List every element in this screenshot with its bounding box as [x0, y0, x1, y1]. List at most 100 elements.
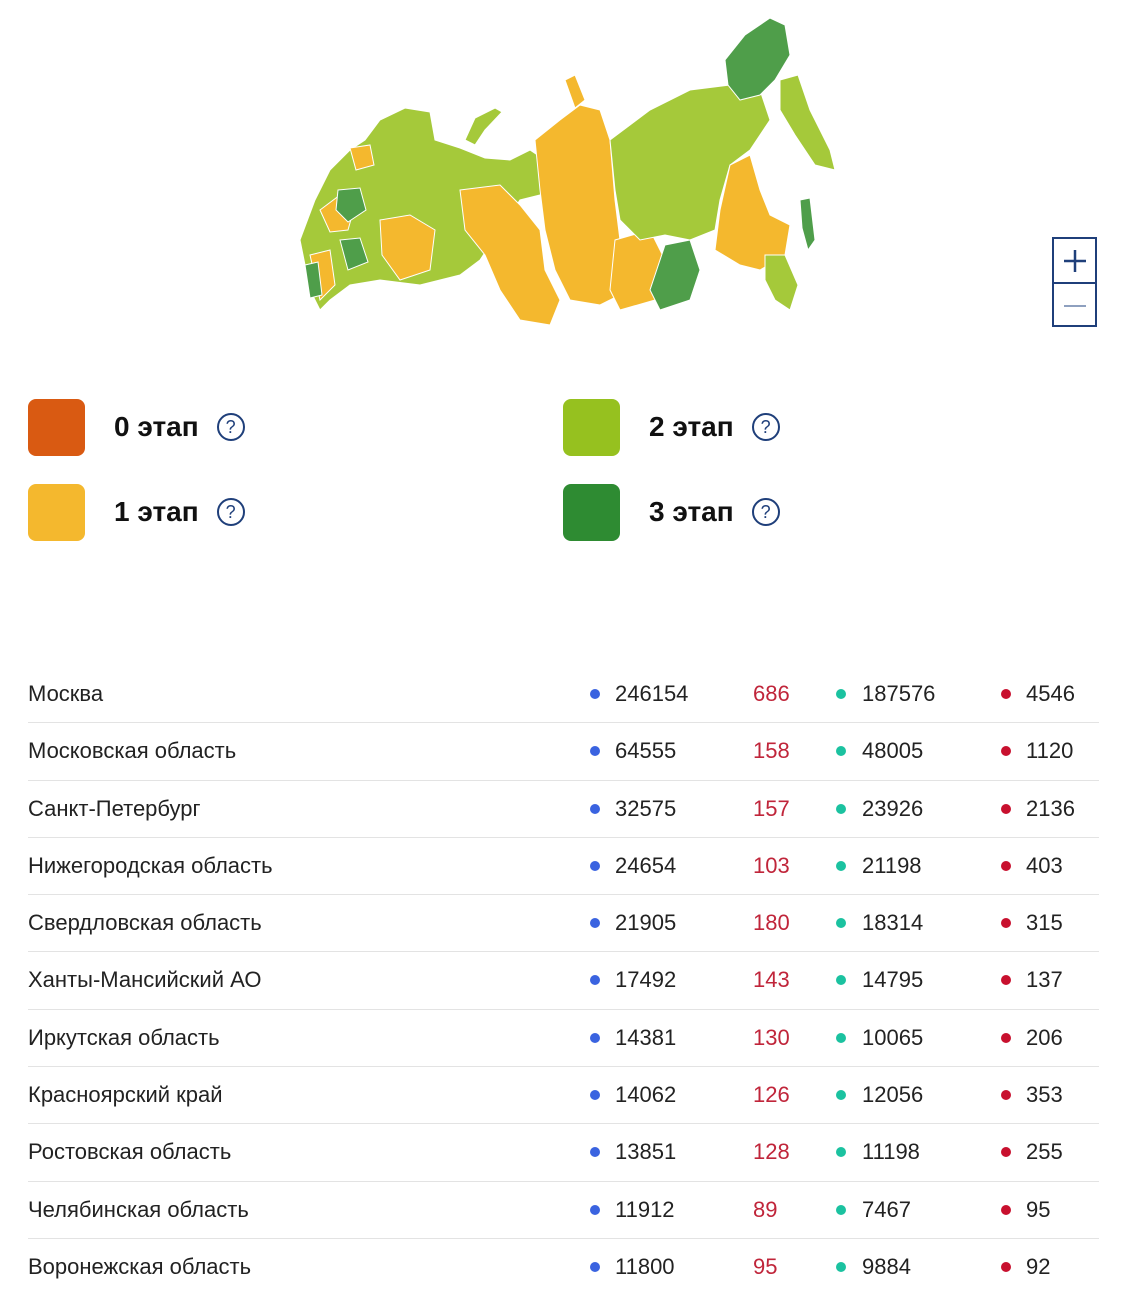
table-row[interactable]: Челябинская область 11912 89 7467 95: [28, 1182, 1099, 1239]
deaths-count: 4546: [1026, 681, 1075, 706]
legend-label: 2 этап: [649, 411, 734, 442]
table-row[interactable]: Свердловская область 21905 180 18314 315: [28, 895, 1099, 953]
region-name: Нижегородская область: [28, 852, 273, 878]
total-cases: 11800: [615, 1253, 675, 1279]
deaths-count: 403: [1026, 852, 1063, 878]
table-row[interactable]: Иркутская область 14381 130 10065 206: [28, 1010, 1099, 1068]
cases-dot-icon: [590, 1204, 600, 1215]
legend-label: 1 этап: [114, 496, 199, 527]
region-central-green[interactable]: [339, 237, 369, 271]
recovered-dot-icon: [836, 1204, 846, 1215]
legend-label: 3 этап: [649, 496, 734, 527]
total-cases: 14062: [615, 1082, 677, 1108]
deaths-dot-icon: [1001, 1032, 1011, 1043]
recovered-count: 23926: [862, 795, 924, 821]
recovered-dot-icon: [836, 1090, 846, 1101]
region-west-yellow-2[interactable]: [349, 144, 375, 171]
region-taimyr-tip[interactable]: [564, 74, 586, 109]
deaths-count: 206: [1026, 1024, 1063, 1050]
region-primorye[interactable]: [764, 254, 799, 311]
deaths-count: 95: [1026, 1196, 1051, 1222]
deaths-count: 137: [1026, 967, 1063, 993]
cases-dot-icon: [590, 1090, 600, 1101]
deaths-count: 2136: [1026, 795, 1075, 821]
new-cases: 180: [753, 910, 790, 936]
stage-legend: 0 этап ? 1 этап ? 2 этап ? 3 этап ?: [28, 398, 1100, 543]
deaths-dot-icon: [1001, 689, 1011, 699]
legend-item-stage-3: 3 этап ?: [563, 483, 780, 541]
region-novaya-zemlya[interactable]: [464, 107, 503, 146]
total-cases: 21905: [615, 910, 677, 936]
recovered-dot-icon: [836, 803, 846, 814]
cases-dot-icon: [590, 689, 600, 699]
table-row[interactable]: Ханты-Мансийский АО 17492 143 14795 137: [28, 952, 1099, 1010]
help-icon[interactable]: ?: [751, 498, 780, 526]
region-chukotka[interactable]: [724, 17, 791, 101]
new-cases: 686: [753, 681, 790, 706]
help-icon[interactable]: ?: [216, 498, 245, 526]
deaths-dot-icon: [1001, 1261, 1011, 1272]
region-volga-yellow[interactable]: [379, 214, 436, 281]
cases-dot-icon: [590, 860, 600, 871]
new-cases: 126: [753, 1082, 790, 1108]
table-row[interactable]: Московская область 64555 158 48005 1120: [28, 723, 1099, 781]
deaths-count: 315: [1026, 910, 1063, 936]
table-row[interactable]: Красноярский край 14062 126 12056 353: [28, 1067, 1099, 1125]
recovered-count: 48005: [862, 738, 924, 764]
zoom-out-button[interactable]: [1054, 284, 1095, 327]
region-north-caucasus[interactable]: [304, 261, 323, 299]
recovered-count: 187576: [862, 681, 936, 706]
region-yakutia[interactable]: [609, 84, 771, 241]
region-name: Красноярский край: [28, 1082, 223, 1108]
recovered-dot-icon: [836, 689, 846, 699]
table-row[interactable]: Москва 246154 686 187576 4546: [28, 666, 1099, 724]
cases-dot-icon: [590, 918, 600, 929]
map-canvas[interactable]: [270, 0, 860, 340]
recovered-count: 7467: [862, 1196, 911, 1222]
region-moscow-green[interactable]: [335, 187, 367, 223]
cases-dot-icon: [590, 803, 600, 814]
region-name: Московская область: [28, 738, 237, 764]
recovered-dot-icon: [836, 746, 846, 757]
region-name: Ростовская область: [28, 1139, 232, 1165]
table-row[interactable]: Воронежская область 11800 95 9884 92: [28, 1239, 1099, 1295]
region-name: Москва: [28, 681, 104, 706]
total-cases: 13851: [615, 1139, 677, 1165]
total-cases: 17492: [615, 967, 677, 993]
zoom-in-button[interactable]: [1054, 239, 1095, 284]
region-name: Челябинская область: [28, 1196, 249, 1222]
table-row[interactable]: Ростовская область 13851 128 11198 255: [28, 1124, 1099, 1182]
deaths-dot-icon: [1001, 860, 1011, 871]
help-icon[interactable]: ?: [216, 413, 245, 441]
legend-label: 0 этап: [114, 411, 199, 442]
legend-swatch: [28, 398, 85, 456]
deaths-dot-icon: [1001, 803, 1011, 814]
recovered-dot-icon: [836, 1147, 846, 1158]
help-icon[interactable]: ?: [751, 413, 780, 441]
table-row[interactable]: Нижегородская область 24654 103 21198 403: [28, 838, 1099, 896]
legend-item-stage-2: 2 этап ?: [563, 398, 780, 456]
region-sakhalin[interactable]: [799, 197, 816, 252]
deaths-dot-icon: [1001, 1147, 1011, 1158]
total-cases: 14381: [615, 1024, 677, 1050]
region-name: Воронежская область: [28, 1253, 252, 1279]
deaths-count: 255: [1026, 1139, 1063, 1165]
legend-swatch: [563, 483, 620, 541]
deaths-dot-icon: [1001, 1090, 1011, 1101]
recovered-count: 21198: [862, 852, 922, 878]
total-cases: 32575: [615, 795, 677, 821]
recovered-count: 9884: [862, 1253, 911, 1279]
table-row[interactable]: Санкт-Петербург 32575 157 23926 2136: [28, 781, 1099, 838]
recovered-dot-icon: [836, 975, 846, 986]
new-cases: 103: [753, 852, 790, 878]
total-cases: 246154: [615, 681, 689, 706]
recovered-dot-icon: [836, 1032, 846, 1043]
cases-dot-icon: [590, 746, 600, 757]
regions-stats-table: Москва 246154 686 187576 4546 Московская обла…: [28, 666, 1099, 1295]
region-kamchatka[interactable]: [779, 74, 836, 171]
region-urals-yellow[interactable]: [459, 184, 561, 326]
legend-swatch: [563, 398, 620, 456]
deaths-count: 353: [1026, 1082, 1063, 1108]
russia-regions-map[interactable]: [270, 0, 860, 340]
region-zabaikalye[interactable]: [649, 239, 701, 311]
